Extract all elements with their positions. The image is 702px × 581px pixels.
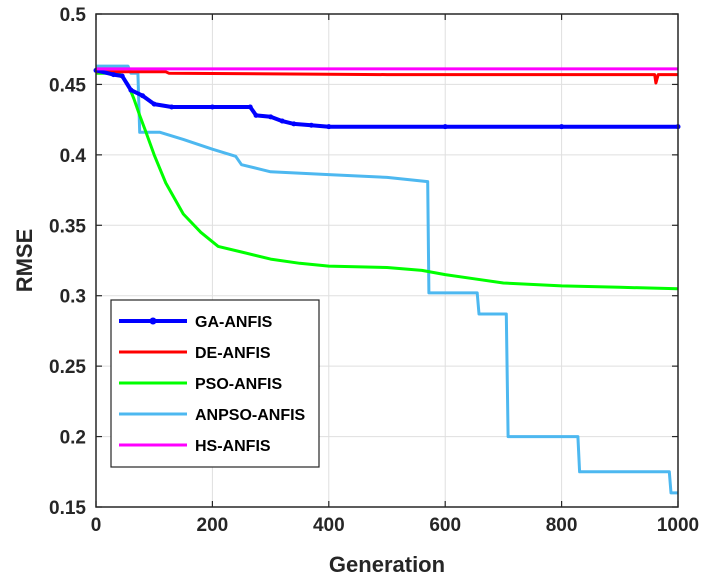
legend-label-anpso-anfis: ANPSO-ANFIS — [195, 407, 306, 424]
legend-marker-ga-anfis — [149, 317, 157, 325]
x-axis-title: Generation — [329, 552, 445, 577]
series-line-ga-anfis — [95, 68, 678, 129]
x-tick-label: 400 — [313, 515, 345, 536]
data-point-ga-anfis — [151, 101, 157, 107]
y-tick-label: 0.25 — [49, 357, 86, 378]
y-tick-label: 0.3 — [60, 287, 86, 308]
legend-label-hs-anfis: HS-ANFIS — [195, 438, 271, 455]
data-point-ga-anfis — [110, 72, 116, 78]
legend-label-pso-anfis: PSO-ANFIS — [195, 376, 282, 393]
data-point-ga-anfis — [442, 124, 448, 130]
legend-label-ga-anfis: GA-ANFIS — [195, 314, 273, 331]
x-tick-label: 800 — [546, 515, 578, 536]
legend: GA-ANFIS DE-ANFIS PSO-ANFIS ANPSO-ANFIS HS-A… — [110, 299, 320, 468]
legend-label-de-anfis: DE-ANFIS — [195, 345, 271, 362]
series-lines — [93, 64, 681, 495]
data-point-ga-anfis — [326, 124, 332, 130]
ticks: 0 200 400 600 800 1000 0.15 0.2 0.25 0.3 0.35 0.4 0.… — [49, 5, 699, 536]
x-tick-label: 0 — [91, 515, 102, 536]
y-tick-label: 0.45 — [49, 75, 86, 96]
y-tick-label: 0.4 — [60, 146, 87, 167]
data-point-ga-anfis — [247, 104, 253, 110]
data-point-ga-anfis — [140, 93, 146, 99]
y-tick-label: 0.2 — [60, 428, 86, 449]
data-point-ga-anfis — [128, 87, 134, 93]
data-point-ga-anfis — [169, 104, 175, 110]
data-point-ga-anfis — [268, 114, 274, 120]
data-point-ga-anfis — [209, 104, 215, 110]
y-tick-label: 0.5 — [60, 5, 87, 26]
y-axis-title: RMSE — [12, 229, 37, 293]
series-line-pso-anfis — [96, 71, 679, 291]
y-tick-label: 0.35 — [49, 216, 86, 237]
plot-frame — [95, 13, 679, 508]
data-point-ga-anfis — [253, 112, 259, 118]
y-tick-label: 0.15 — [49, 498, 86, 519]
data-point-ga-anfis — [308, 122, 314, 128]
data-point-ga-anfis — [291, 121, 297, 127]
data-point-ga-anfis — [559, 124, 565, 130]
x-tick-label: 200 — [197, 515, 229, 536]
data-point-ga-anfis — [119, 73, 125, 79]
series-line-de-anfis — [96, 70, 678, 85]
series-line-anpso-anfis — [96, 64, 678, 495]
x-tick-label: 600 — [429, 515, 461, 536]
x-tick-label: 1000 — [657, 515, 699, 536]
data-point-ga-anfis — [279, 118, 285, 124]
